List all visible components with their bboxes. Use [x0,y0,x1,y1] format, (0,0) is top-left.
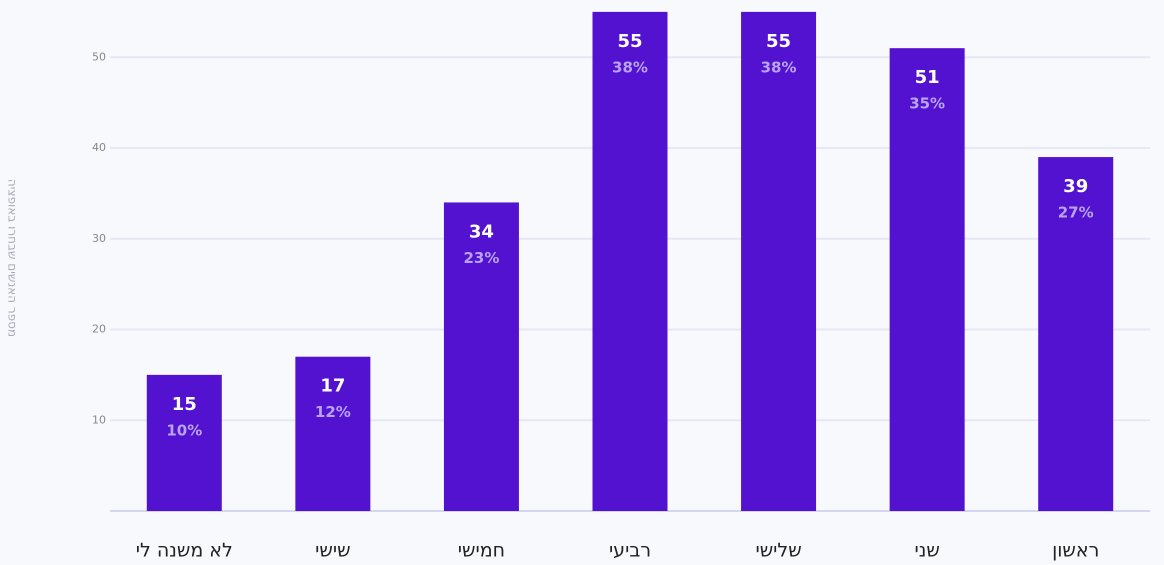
y-axis-label: מספר האנשים שבחרו באופציה [6,179,20,337]
x-tick-label: לא משנה לי [136,540,233,562]
percent-label: 38% [612,58,648,76]
x-tick-label: שלישי [755,540,801,562]
value-label: 17 [320,376,345,397]
value-label: 51 [915,67,940,88]
percent-label: 23% [463,249,499,267]
bar [889,48,965,512]
value-label: 34 [469,221,494,242]
x-tick-label: חמישי [458,540,505,562]
value-label: 39 [1063,176,1088,197]
x-tick-label: שני [914,540,939,562]
percent-label: 10% [166,421,202,439]
x-tick-label: רביעי [609,540,651,562]
value-label: 55 [617,31,642,52]
bar [741,11,817,511]
percent-label: 38% [761,58,797,76]
bar [146,374,222,511]
y-tick-label: 10 [92,413,106,426]
percent-label: 35% [909,95,945,113]
x-tick-label: ראשון [1052,540,1099,562]
value-label: 15 [172,394,197,415]
bar [295,356,371,511]
x-tick-label: שישי [315,540,350,562]
y-tick-label: 30 [92,232,106,245]
bar [1038,157,1114,511]
y-tick-label: 20 [92,323,106,336]
percent-label: 27% [1058,204,1094,222]
bar [443,202,519,511]
bar [592,11,668,511]
y-tick-label: 50 [92,50,106,63]
y-tick-label: 40 [92,141,106,154]
value-label: 55 [766,31,791,52]
percent-label: 12% [315,403,351,421]
